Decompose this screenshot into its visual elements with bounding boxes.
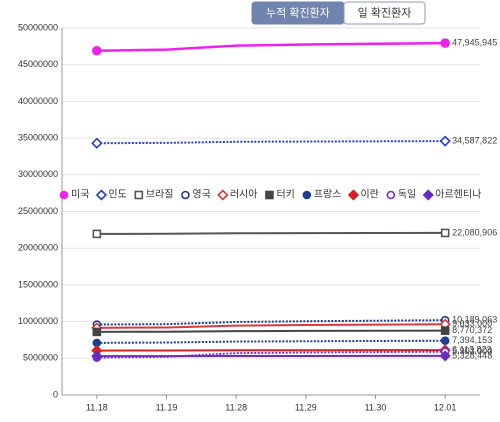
- legend-label: 영국: [192, 189, 210, 201]
- y-tick-label: 35000000: [18, 132, 58, 142]
- marker: [303, 192, 310, 199]
- marker: [387, 192, 394, 199]
- marker: [97, 191, 106, 200]
- marker: [349, 191, 358, 200]
- y-tick-label: 40000000: [18, 96, 58, 106]
- data-label: 34,587,822: [452, 136, 497, 146]
- marker: [93, 328, 100, 335]
- legend-label: 이란: [360, 189, 378, 201]
- series-line: [97, 341, 445, 343]
- y-tick-label: 10000000: [18, 316, 58, 326]
- legend-label: 미국: [71, 189, 89, 201]
- legend-item: 미국: [61, 189, 90, 201]
- data-label: 5,328,448: [452, 350, 492, 360]
- x-tick-label: 11.19: [156, 402, 178, 412]
- legend-item: 러시아: [218, 189, 257, 201]
- y-tick-label: 25000000: [18, 206, 58, 216]
- legend-item: 영국: [182, 189, 211, 201]
- legend-item: 프랑스: [303, 189, 341, 201]
- marker: [93, 47, 101, 55]
- y-tick-label: 0: [53, 389, 58, 399]
- marker: [92, 139, 101, 148]
- legend-item: 인도: [97, 189, 127, 201]
- y-tick-label: 50000000: [18, 22, 58, 32]
- legend-item: 아르헨티나: [424, 189, 482, 201]
- x-tick-label: 11.29: [295, 402, 317, 412]
- marker: [424, 191, 433, 200]
- data-label: 47,945,945: [452, 37, 497, 47]
- data-label: 22,080,906: [452, 227, 497, 237]
- legend-label: 브라질: [146, 189, 174, 201]
- legend-item: 이란: [349, 189, 379, 201]
- x-tick-label: 12.01: [434, 402, 457, 412]
- x-tick-label: 11.28: [225, 402, 247, 412]
- marker: [442, 229, 449, 236]
- x-tick-label: 11.30: [365, 402, 387, 412]
- y-tick-label: 45000000: [18, 59, 58, 69]
- series-line: [97, 43, 445, 51]
- marker: [61, 192, 68, 199]
- legend-label: 인도: [108, 189, 126, 201]
- x-tick-label: 11.18: [86, 402, 108, 412]
- marker: [93, 230, 100, 237]
- y-tick-label: 30000000: [18, 169, 58, 179]
- legend-item: 브라질: [135, 189, 173, 201]
- legend-label: 러시아: [230, 189, 258, 201]
- y-tick-label: 15000000: [18, 279, 58, 289]
- marker: [135, 192, 142, 199]
- tab-label[interactable]: 누적 확진환자: [266, 6, 330, 19]
- legend-item: 독일: [387, 189, 416, 201]
- y-tick-label: 5000000: [23, 353, 58, 363]
- data-label: 8,770,372: [452, 325, 492, 335]
- marker: [218, 191, 227, 200]
- y-tick-label: 20000000: [18, 243, 58, 253]
- legend-label: 터키: [276, 189, 294, 201]
- legend-label: 프랑스: [314, 189, 342, 201]
- marker: [442, 327, 449, 334]
- marker: [266, 192, 273, 199]
- series-line: [97, 233, 445, 234]
- marker: [442, 337, 449, 344]
- series-line: [97, 141, 445, 143]
- tab[interactable]: 일 확진환자: [344, 2, 425, 24]
- marker: [441, 39, 449, 47]
- legend-label: 독일: [398, 189, 416, 201]
- legend-item: 터키: [266, 189, 295, 201]
- tab-label[interactable]: 일 확진환자: [358, 5, 412, 19]
- series-line: [97, 324, 445, 328]
- series-line: [97, 331, 445, 332]
- legend-label: 아르헨티나: [435, 189, 481, 201]
- marker: [182, 192, 189, 199]
- tab[interactable]: 누적 확진환자: [252, 2, 344, 24]
